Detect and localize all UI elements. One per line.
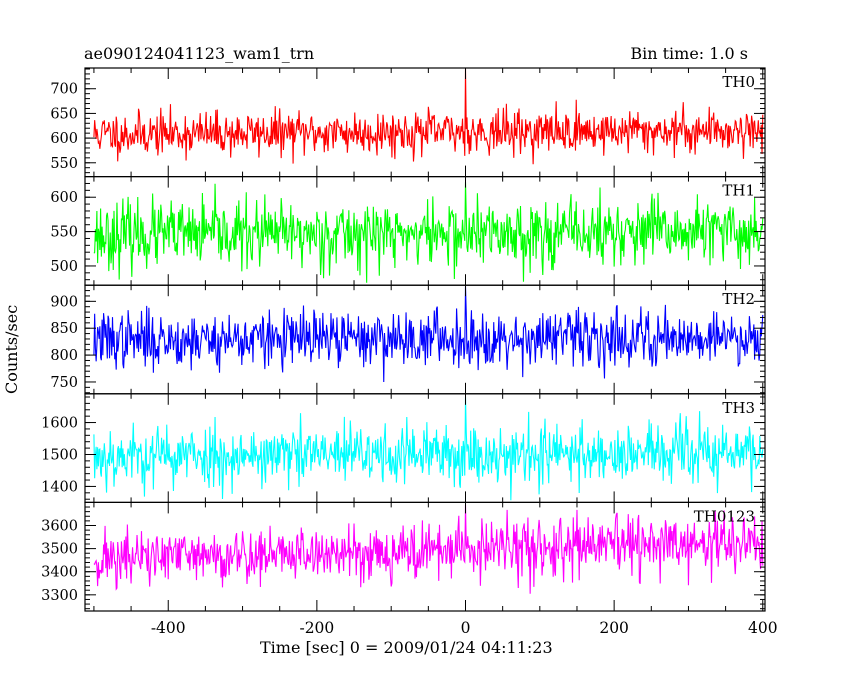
panel-frame-th0 [84, 67, 766, 178]
y-tick-label: 1600 [41, 416, 78, 432]
x-tick-label: -200 [299, 619, 334, 637]
y-tick-label: 800 [50, 348, 78, 364]
panel-label-th0: TH0 [722, 73, 755, 91]
series-line-th0 [93, 68, 764, 165]
y-tick-label: 1400 [41, 479, 78, 495]
bin-time-label: Bin time: 1.0 s [630, 44, 748, 63]
y-tick-label: 3400 [41, 565, 78, 581]
y-tick-label: 3600 [41, 519, 78, 535]
x-axis-label: Time [sec] 0 = 2009/01/24 04:11:23 [260, 638, 553, 657]
y-tick-label: 700 [50, 82, 78, 98]
panel-label-th1: TH1 [722, 182, 755, 200]
chart-title: ae090124041123_wam1_trn [84, 44, 315, 63]
panel-label-th0123: TH0123 [694, 507, 755, 525]
x-tick-label: 400 [748, 619, 778, 637]
series-line-th1 [93, 182, 764, 283]
series-line-th0123 [93, 504, 764, 594]
x-tick-label: -400 [151, 619, 186, 637]
y-tick-label: 850 [50, 321, 78, 337]
panel-label-th2: TH2 [722, 290, 755, 308]
y-tick-label: 550 [50, 156, 78, 172]
y-tick-label: 750 [50, 375, 78, 391]
y-tick-label: 900 [50, 294, 78, 310]
y-tick-label: 600 [50, 190, 78, 206]
panel-frame-th0123 [84, 501, 766, 612]
panel-label-th3: TH3 [722, 399, 755, 417]
y-tick-label: 550 [50, 225, 78, 241]
y-tick-label: 3500 [41, 542, 78, 558]
series-line-th3 [93, 396, 764, 501]
x-tick-label: 200 [599, 619, 629, 637]
y-axis-label: Counts/sec [2, 304, 21, 394]
series-line-th2 [93, 286, 764, 383]
y-tick-label: 3300 [41, 588, 78, 604]
y-tick-label: 1500 [41, 447, 78, 463]
y-tick-label: 500 [50, 259, 78, 275]
x-tick-label: 0 [461, 619, 471, 637]
y-tick-label: 600 [50, 131, 78, 147]
y-tick-label: 650 [50, 106, 78, 122]
